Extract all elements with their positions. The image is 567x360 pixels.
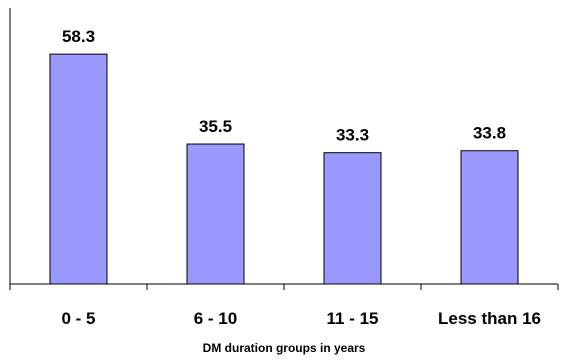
x-axis-ticks [9, 284, 559, 290]
data-label-3: 33.8 [473, 124, 506, 143]
x-tick-label-2: 11 - 15 [327, 309, 379, 328]
x-tick-label-1: 6 - 10 [194, 309, 237, 328]
bar-2 [323, 152, 382, 285]
x-axis-title: DM duration groups in years [203, 341, 366, 355]
bar-1 [186, 143, 245, 285]
data-label-0: 58.3 [62, 27, 95, 46]
data-label-2: 33.3 [336, 126, 369, 145]
bar-3 [460, 150, 519, 285]
x-tick-label-0: 0 - 5 [61, 309, 95, 328]
bar-0 [49, 53, 108, 285]
x-tick-labels: 0 - 5 6 - 10 11 - 15 Less than 16 [61, 309, 541, 328]
bars [49, 53, 519, 285]
x-tick-label-3: Less than 16 [438, 309, 541, 328]
plot-area: 58.3 35.5 33.3 33.8 0 - 5 6 - 10 11 - 15 Less … [9, 8, 559, 328]
data-label-1: 35.5 [199, 117, 232, 136]
data-labels: 58.3 35.5 33.3 33.8 [62, 27, 506, 145]
